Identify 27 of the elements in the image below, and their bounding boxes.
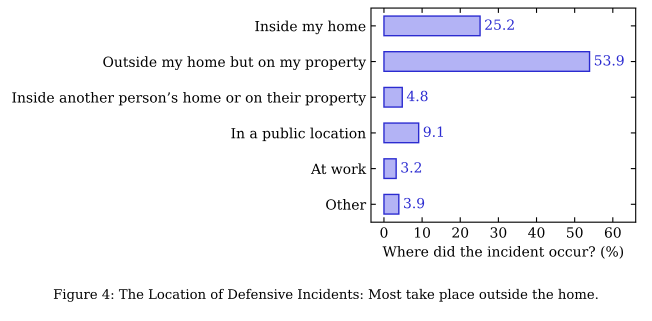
x-tick-label: 30: [490, 227, 506, 238]
y-tick-label: Inside my home: [255, 20, 366, 34]
bar: [383, 86, 403, 108]
caption: Figure 4: The Location of Defensive Incidents: Most take place outside the home.: [54, 288, 598, 302]
data-label: 53.9: [594, 55, 624, 66]
y-tick-label: At work: [310, 163, 366, 174]
bar: [383, 51, 590, 72]
y-tick-label: Outside my home but on my property: [103, 56, 366, 70]
data-label: 4.8: [406, 90, 428, 102]
x-tick-label: 40: [528, 227, 544, 238]
x-tick-label: 60: [604, 227, 621, 238]
y-tick-label: In a public location: [231, 128, 366, 142]
bar: [383, 194, 400, 215]
y-tick-label: Inside another person’s home or on their property: [12, 92, 366, 106]
x-tick-label: 20: [452, 227, 468, 238]
bar: [383, 122, 420, 144]
data-label: 9.1: [424, 126, 443, 137]
bar: [383, 158, 397, 180]
data-label: 25.2: [485, 19, 514, 30]
x-tick-label: 50: [567, 227, 583, 238]
x-tick-label: 10: [414, 227, 430, 238]
y-tick-label: Other: [326, 199, 366, 210]
x-axis-title: Where did the incident occur? (%): [382, 246, 624, 259]
bar: [383, 15, 481, 36]
data-label: 3.9: [404, 198, 424, 208]
x-tick-label: 0: [380, 227, 388, 238]
data-label: 3.2: [401, 162, 422, 173]
